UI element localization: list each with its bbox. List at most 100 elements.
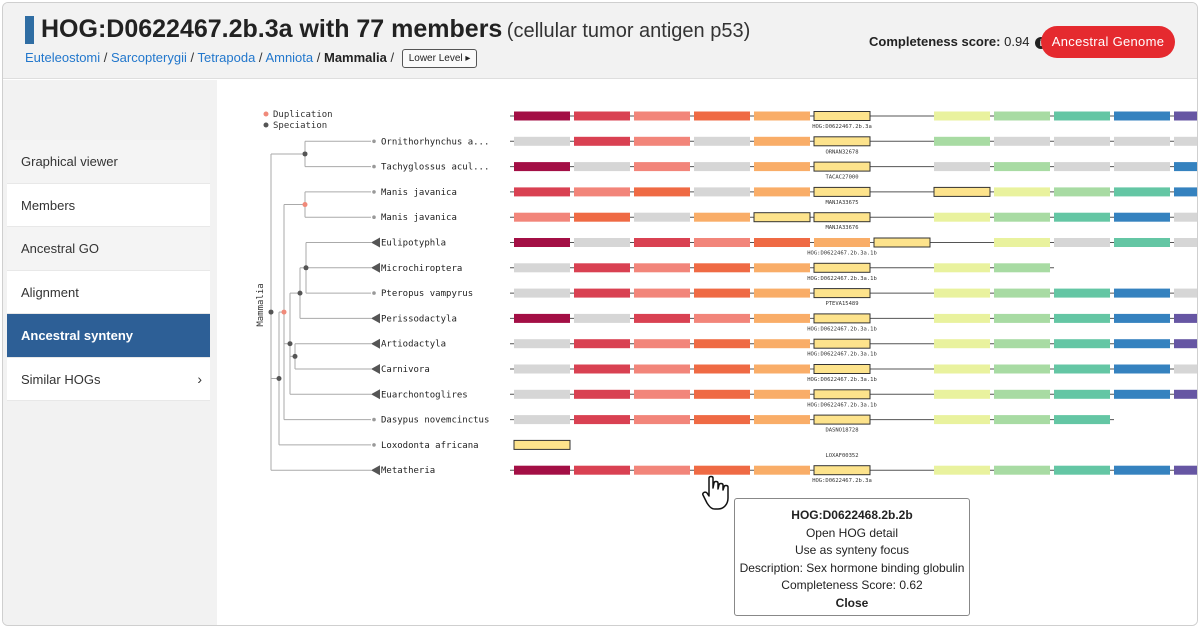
- tree-leaf-label[interactable]: Tachyglossus acul...: [381, 163, 489, 173]
- gene-block[interactable]: [694, 111, 750, 121]
- gene-block[interactable]: [634, 313, 690, 323]
- gene-block[interactable]: [934, 465, 990, 475]
- synteny-focus-link[interactable]: Use as synteny focus: [794, 543, 910, 557]
- gene-block[interactable]: [574, 187, 630, 197]
- gene-block[interactable]: [1054, 364, 1110, 374]
- gene-block[interactable]: [634, 187, 690, 197]
- gene-block[interactable]: [1114, 339, 1170, 349]
- gene-block[interactable]: [574, 162, 630, 172]
- sidebar-item-ancestral-synteny[interactable]: Ancestral synteny: [7, 314, 210, 358]
- gene-block[interactable]: [694, 187, 750, 197]
- gene-block[interactable]: [514, 187, 570, 197]
- gene-block[interactable]: [694, 136, 750, 146]
- gene-block[interactable]: [934, 136, 990, 146]
- gene-block[interactable]: [754, 465, 810, 475]
- gene-block[interactable]: [1174, 288, 1198, 298]
- gene-block[interactable]: [754, 187, 810, 197]
- gene-block[interactable]: [634, 339, 690, 349]
- gene-block[interactable]: [994, 465, 1050, 475]
- gene-block[interactable]: [994, 313, 1050, 323]
- gene-block[interactable]: [1054, 238, 1110, 247]
- focus-gene-block[interactable]: [813, 186, 871, 197]
- gene-block[interactable]: [514, 111, 570, 121]
- gene-block[interactable]: [1174, 136, 1198, 146]
- sidebar-item-members[interactable]: Members: [7, 183, 210, 227]
- tree-leaf-label[interactable]: Ornithorhynchus a...: [381, 137, 489, 147]
- gene-block[interactable]: [514, 162, 570, 172]
- tree-leaf-label[interactable]: Pteropus vampyrus: [381, 289, 473, 299]
- collapsed-clade-icon[interactable]: [371, 262, 380, 273]
- gene-block[interactable]: [1114, 364, 1170, 374]
- gene-block[interactable]: [934, 288, 990, 298]
- gene-block[interactable]: [514, 238, 570, 247]
- gene-block[interactable]: [1114, 187, 1170, 197]
- gene-block[interactable]: [574, 238, 630, 247]
- gene-block[interactable]: [934, 313, 990, 323]
- gene-block[interactable]: [574, 288, 630, 298]
- gene-block[interactable]: [574, 136, 630, 146]
- tree-leaf-label[interactable]: Manis javanica: [381, 213, 457, 223]
- focus-gene-block[interactable]: [813, 338, 871, 349]
- collapsed-clade-icon[interactable]: [371, 338, 380, 349]
- gene-block[interactable]: [994, 187, 1050, 197]
- gene-block[interactable]: [1174, 465, 1198, 475]
- tree-leaf-label[interactable]: Carnivora: [381, 365, 430, 375]
- gene-block[interactable]: [694, 238, 750, 247]
- focus-gene-block[interactable]: [813, 136, 871, 147]
- gene-block[interactable]: [1174, 162, 1198, 172]
- gene-block[interactable]: [634, 465, 690, 475]
- gene-block[interactable]: [754, 415, 810, 425]
- gene-block[interactable]: [634, 162, 690, 172]
- gene-block[interactable]: [754, 288, 810, 298]
- gene-block[interactable]: [634, 415, 690, 425]
- ancestral-genome-button[interactable]: Ancestral Genome: [1041, 26, 1175, 58]
- gene-block[interactable]: [1054, 465, 1110, 475]
- gene-block[interactable]: [754, 111, 810, 121]
- gene-block[interactable]: [994, 288, 1050, 298]
- gene-block[interactable]: [754, 263, 810, 273]
- gene-block[interactable]: [754, 238, 810, 247]
- gene-block[interactable]: [994, 263, 1050, 273]
- gene-block[interactable]: [514, 288, 570, 298]
- tree-leaf-label[interactable]: Euarchontoglires: [381, 390, 468, 400]
- gene-block[interactable]: [1174, 212, 1198, 222]
- tree-leaf-label[interactable]: Eulipotyphla: [381, 239, 446, 249]
- gene-block[interactable]: [634, 263, 690, 273]
- focus-gene-block[interactable]: [813, 389, 871, 400]
- open-hog-detail-link[interactable]: Open HOG detail: [805, 525, 899, 540]
- gene-block[interactable]: [1054, 313, 1110, 323]
- gene-block[interactable]: [1174, 238, 1198, 247]
- gene-block[interactable]: [1114, 313, 1170, 323]
- gene-block[interactable]: [1054, 187, 1110, 197]
- gene-block[interactable]: [514, 212, 570, 222]
- gene-block[interactable]: [514, 263, 570, 273]
- collapsed-clade-icon[interactable]: [371, 389, 380, 400]
- gene-block[interactable]: [994, 212, 1050, 222]
- gene-block[interactable]: [694, 212, 750, 222]
- gene-block[interactable]: [1054, 415, 1110, 425]
- gene-block[interactable]: [694, 339, 750, 349]
- gene-block[interactable]: [754, 136, 810, 146]
- gene-block[interactable]: [694, 288, 750, 298]
- collapsed-clade-icon[interactable]: [371, 313, 380, 324]
- gene-block[interactable]: [1114, 162, 1170, 172]
- gene-block[interactable]: [694, 465, 750, 475]
- breadcrumb-sarcopterygii[interactable]: Sarcopterygii: [111, 49, 187, 65]
- tree-leaf-label[interactable]: Manis javanica: [381, 188, 457, 198]
- gene-block[interactable]: [1054, 339, 1110, 349]
- gene-block[interactable]: [994, 364, 1050, 374]
- gene-block[interactable]: [634, 212, 690, 222]
- gene-block[interactable]: [994, 136, 1050, 146]
- duplication-node[interactable]: [281, 309, 287, 315]
- gene-block[interactable]: [1054, 212, 1110, 222]
- gene-block[interactable]: [574, 263, 630, 273]
- tree-leaf-label[interactable]: Microchiroptera: [381, 264, 462, 274]
- speciation-node[interactable]: [268, 309, 274, 315]
- collapsed-clade-icon[interactable]: [371, 465, 380, 476]
- focus-gene-block[interactable]: [813, 364, 871, 374]
- gene-block[interactable]: [634, 136, 690, 146]
- lower-level-button[interactable]: Lower Level ▸: [401, 49, 478, 68]
- gene-block[interactable]: [574, 111, 630, 121]
- gene-block[interactable]: [994, 162, 1050, 172]
- gene-block[interactable]: [694, 313, 750, 323]
